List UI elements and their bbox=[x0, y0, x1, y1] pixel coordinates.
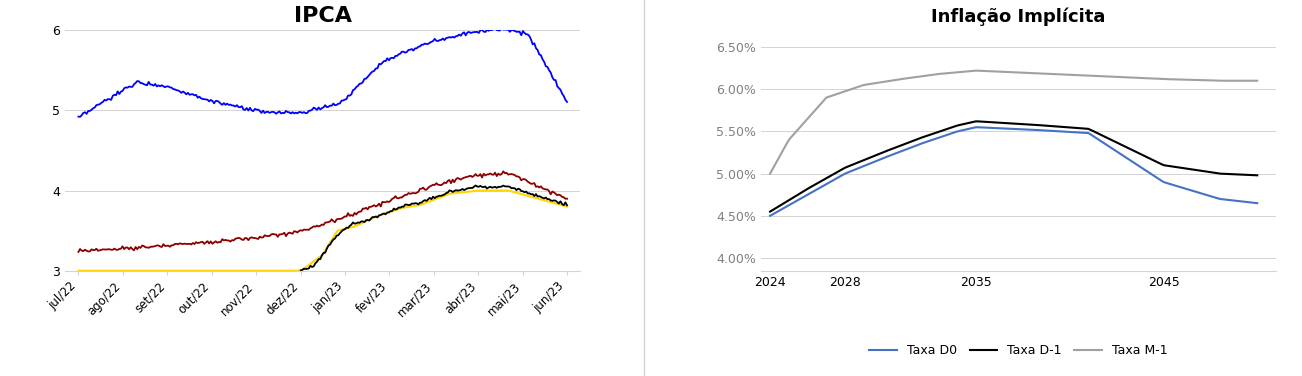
Taxa D0 bbox=[892, 150, 907, 154]
Taxa D-1 bbox=[1211, 171, 1226, 176]
Taxa D-1 bbox=[853, 159, 868, 164]
Taxa M-1 bbox=[967, 68, 983, 73]
Taxa D-1 bbox=[967, 119, 983, 124]
Taxa D0 bbox=[853, 165, 868, 170]
Legend: Taxa D0, Taxa D-1, Taxa M-1: Taxa D0, Taxa D-1, Taxa M-1 bbox=[870, 344, 1167, 357]
Taxa M-1 bbox=[781, 136, 797, 141]
Taxa D-1 bbox=[792, 191, 807, 196]
Taxa D0 bbox=[1228, 199, 1243, 203]
Taxa D-1 bbox=[781, 197, 797, 202]
Taxa M-1 bbox=[892, 77, 907, 82]
Taxa D0 bbox=[792, 197, 807, 202]
Taxa M-1 bbox=[1211, 79, 1226, 83]
Taxa D0 bbox=[1211, 196, 1226, 201]
Taxa D-1 bbox=[762, 209, 777, 214]
Taxa M-1 bbox=[1250, 79, 1266, 83]
Title: IPCA: IPCA bbox=[294, 6, 352, 26]
Taxa D0 bbox=[970, 125, 986, 129]
Taxa D0 bbox=[781, 203, 797, 207]
Taxa M-1 bbox=[853, 84, 868, 88]
Taxa D-1 bbox=[1250, 173, 1266, 177]
Line: Taxa D-1: Taxa D-1 bbox=[769, 121, 1258, 212]
Taxa M-1 bbox=[1228, 79, 1243, 83]
Taxa M-1 bbox=[792, 126, 807, 130]
Taxa D0 bbox=[762, 214, 777, 218]
Taxa M-1 bbox=[762, 171, 777, 176]
Title: Inflação Implícita: Inflação Implícita bbox=[931, 7, 1105, 26]
Taxa D-1 bbox=[892, 144, 907, 148]
Taxa D0 bbox=[1250, 201, 1266, 205]
Line: Taxa M-1: Taxa M-1 bbox=[769, 71, 1258, 174]
Taxa D-1 bbox=[1228, 172, 1243, 177]
Line: Taxa D0: Taxa D0 bbox=[769, 127, 1258, 216]
